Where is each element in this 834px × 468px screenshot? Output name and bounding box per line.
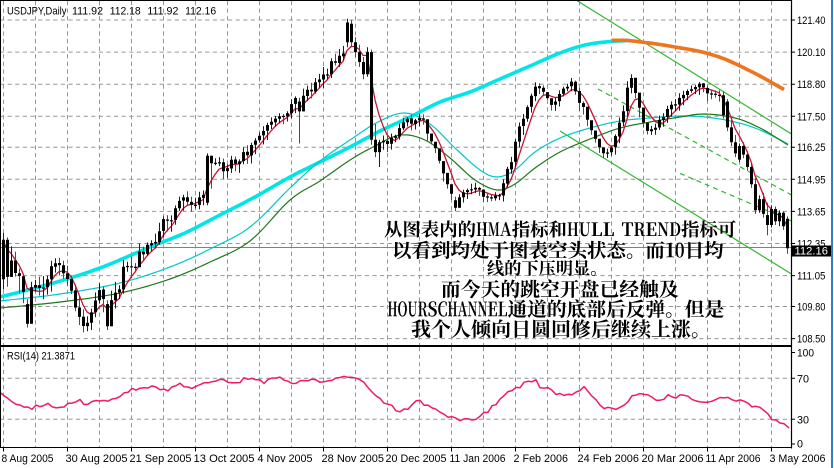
- svg-text:28 Nov 2005: 28 Nov 2005: [322, 453, 385, 465]
- svg-text:114.95: 114.95: [797, 174, 826, 186]
- svg-text:120.10: 120.10: [797, 47, 826, 59]
- svg-text:70: 70: [797, 373, 809, 385]
- svg-text:111.92: 111.92: [147, 6, 178, 18]
- svg-text:3 May 2006: 3 May 2006: [770, 453, 826, 465]
- svg-text:4 Nov 2005: 4 Nov 2005: [258, 453, 313, 465]
- svg-text:112.16: 112.16: [185, 6, 216, 18]
- svg-text:112.18: 112.18: [110, 6, 141, 18]
- svg-text:20 Mar 2006: 20 Mar 2006: [642, 453, 704, 465]
- svg-text:8 Aug 2005: 8 Aug 2005: [2, 453, 54, 465]
- svg-text:111.92: 111.92: [72, 6, 103, 18]
- svg-text:116.25: 116.25: [797, 142, 826, 154]
- svg-text:24 Feb 2006: 24 Feb 2006: [578, 453, 640, 465]
- svg-text:2 Feb 2006: 2 Feb 2006: [514, 453, 569, 465]
- svg-text:13 Oct 2005: 13 Oct 2005: [194, 453, 255, 465]
- svg-text:117.50: 117.50: [797, 111, 826, 123]
- svg-text:118.80: 118.80: [797, 79, 826, 91]
- svg-text:USDJPY,Daily: USDJPY,Daily: [7, 6, 67, 18]
- svg-text:30: 30: [797, 414, 809, 426]
- svg-text:11 Apr 2006: 11 Apr 2006: [706, 453, 761, 465]
- svg-text:100: 100: [797, 348, 814, 360]
- svg-text:111.05: 111.05: [797, 271, 826, 283]
- svg-text:20 Dec 2005: 20 Dec 2005: [386, 453, 447, 465]
- svg-text:0: 0: [797, 439, 803, 451]
- svg-text:112.16: 112.16: [795, 246, 829, 258]
- svg-text:109.80: 109.80: [797, 302, 826, 314]
- svg-text:30 Aug 2005: 30 Aug 2005: [66, 453, 128, 465]
- svg-text:113.65: 113.65: [797, 206, 826, 218]
- svg-text:121.40: 121.40: [797, 15, 826, 27]
- svg-text:RSI(14) 21.3871: RSI(14) 21.3871: [7, 351, 75, 363]
- svg-text:108.50: 108.50: [797, 334, 826, 346]
- svg-text:21 Sep 2005: 21 Sep 2005: [130, 453, 192, 465]
- svg-text:11 Jan 2006: 11 Jan 2006: [450, 453, 506, 465]
